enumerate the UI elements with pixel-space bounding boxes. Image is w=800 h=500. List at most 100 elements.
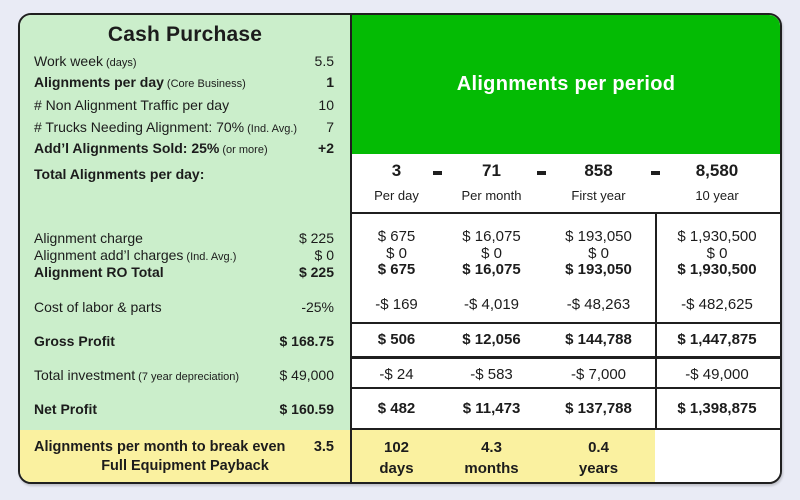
row-value: 5.5 [314, 53, 334, 69]
row-value: 7 [326, 119, 334, 135]
table-cell: $ 675 [377, 228, 416, 245]
payback-unit-days: days [379, 460, 414, 477]
row-label: Work week (days) [34, 53, 137, 69]
table-cell: -$ 4,019 [463, 296, 520, 313]
table-cell: $ 0 [386, 245, 407, 262]
table-cell: $ 16,075 [462, 261, 521, 278]
table-cell: $ 137,788 [565, 400, 632, 417]
dash-separator-icon [537, 171, 546, 175]
table-cell: $ 506 [377, 331, 416, 348]
row-value: $ 49,000 [279, 367, 335, 383]
table-cell: $ 675 [377, 261, 416, 278]
table-row-cost-labor-parts: -$ 169 -$ 4,019 -$ 48,263 -$ 482,625 [352, 296, 780, 313]
row-total-investment: Total investment (7 year depreciation) $ … [34, 366, 334, 384]
row-total-alignments-per-day: Total Alignments per day: [34, 165, 334, 183]
table-cell: -$ 482,625 [681, 296, 753, 313]
table-row-alignment-charge: $ 675 $ 16,075 $ 193,050 $ 1,930,500 [352, 228, 780, 245]
panel-title: Cash Purchase [107, 23, 263, 46]
table-cell: $ 482 [377, 400, 416, 417]
period-header-banner: Alignments per period [352, 15, 780, 154]
table-cell: $ 0 [481, 245, 502, 262]
table-cell: $ 193,050 [565, 228, 632, 245]
table-cell: $ 144,788 [565, 331, 632, 348]
table-cell: $ 12,056 [462, 331, 521, 348]
period-label-first-year: First year [571, 188, 626, 203]
input-row-trucks-needing-alignment: # Trucks Needing Alignment: 70% (Ind. Avg… [34, 118, 334, 136]
table-cell: $ 1,447,875 [677, 331, 757, 348]
row-value: 3.5 [313, 439, 334, 455]
table-cell: $ 1,398,875 [677, 400, 757, 417]
table-cell: -$ 24 [379, 366, 414, 383]
table-cell: $ 16,075 [462, 228, 521, 245]
table-row-net-profit: $ 482 $ 11,473 $ 137,788 $ 1,398,875 [352, 400, 780, 417]
input-row-alignments-per-day: Alignments per day (Core Business) 1 [34, 73, 334, 91]
table-row-gross-profit: $ 506 $ 12,056 $ 144,788 $ 1,447,875 [352, 331, 780, 348]
input-row-non-alignment-traffic: # Non Alignment Traffic per day 10 [34, 96, 334, 114]
row-value: 10 [318, 97, 334, 113]
row-value: 1 [326, 74, 334, 90]
divider-line [352, 212, 780, 214]
table-cell: -$ 583 [470, 366, 513, 383]
divider-line [352, 387, 780, 389]
table-cell: -$ 7,000 [570, 366, 627, 383]
row-alignment-addl-charges: Alignment add’l charges (Ind. Avg.) $ 0 [34, 246, 334, 264]
table-row-total-investment: -$ 24 -$ 583 -$ 7,000 -$ 49,000 [352, 366, 780, 383]
row-label: Cost of labor & parts [34, 299, 162, 315]
divider-line [352, 428, 780, 430]
table-cell: $ 1,930,500 [677, 261, 757, 278]
table-cell: -$ 49,000 [685, 366, 749, 383]
period-value-per-day: 3 [391, 161, 402, 180]
table-cell: $ 1,930,500 [677, 228, 757, 245]
period-value-10-year: 8,580 [695, 161, 739, 180]
row-value: $ 225 [298, 230, 334, 246]
row-label: Alignment charge [34, 230, 143, 246]
table-cell: $ 0 [588, 245, 609, 262]
row-label: # Trucks Needing Alignment: 70% (Ind. Avg… [34, 119, 298, 135]
table-cell: $ 11,473 [462, 400, 521, 417]
row-value: $ 168.75 [279, 333, 335, 349]
alignments-per-period-panel: Alignments per period 3 71 858 8,580 Per… [352, 15, 780, 482]
period-label-per-day: Per day [374, 188, 419, 203]
payback-value-days: 102 [383, 439, 410, 456]
row-label: Total Alignments per day: [34, 166, 205, 182]
dash-separator-icon [651, 171, 660, 175]
table-cell: $ 0 [706, 245, 728, 262]
row-value: +2 [318, 140, 334, 156]
payback-highlight-band: Alignments per month to break even 3.5 F… [20, 430, 350, 482]
table-row-alignment-addl-charges: $ 0 $ 0 $ 0 $ 0 [352, 245, 780, 262]
row-value: $ 160.59 [279, 401, 335, 417]
row-label: Gross Profit [34, 333, 115, 349]
row-label: Alignments per month to break even [34, 439, 286, 455]
payback-unit-months: months [464, 460, 519, 477]
table-cell: -$ 48,263 [566, 296, 631, 313]
row-label: Alignment RO Total [34, 264, 164, 280]
payback-value-months: 4.3 [481, 439, 502, 456]
dash-separator-icon [433, 171, 442, 175]
period-value-per-month: 71 [482, 161, 501, 180]
payback-value-years: 0.4 [588, 439, 609, 456]
input-row-work-week: Work week (days) 5.5 [34, 52, 334, 70]
row-cost-labor-parts: Cost of labor & parts -25% [34, 298, 334, 316]
table-cell: -$ 169 [375, 296, 418, 313]
payback-units-row: days months years [352, 460, 780, 478]
row-value: -25% [301, 299, 334, 315]
period-label-per-month: Per month [461, 188, 522, 203]
payback-values-row: 102 4.3 0.4 [352, 439, 780, 457]
roi-calculator-card: Cash Purchase Work week (days) 5.5 Alignm… [18, 13, 782, 484]
period-label-10-year: 10 year [695, 188, 739, 203]
divider-line [352, 322, 780, 324]
row-value: $ 0 [314, 247, 334, 263]
row-label: Alignment add’l charges (Ind. Avg.) [34, 247, 237, 263]
row-alignment-ro-total: Alignment RO Total $ 225 [34, 263, 334, 281]
row-value: $ 225 [298, 264, 334, 280]
row-label: Net Profit [34, 401, 97, 417]
row-label: Total investment (7 year depreciation) [34, 367, 240, 383]
payback-subtitle: Full Equipment Payback [101, 458, 269, 474]
row-break-even: Alignments per month to break even 3.5 [34, 438, 334, 456]
table-row-alignment-ro-total: $ 675 $ 16,075 $ 193,050 $ 1,930,500 [352, 261, 780, 278]
row-label: Alignments per day (Core Business) [34, 74, 246, 90]
row-label: # Non Alignment Traffic per day [34, 97, 230, 113]
row-label: Add’l Alignments Sold: 25% (or more) [34, 140, 268, 156]
ten-year-column-divider [655, 212, 657, 430]
payback-unit-years: years [578, 460, 619, 477]
